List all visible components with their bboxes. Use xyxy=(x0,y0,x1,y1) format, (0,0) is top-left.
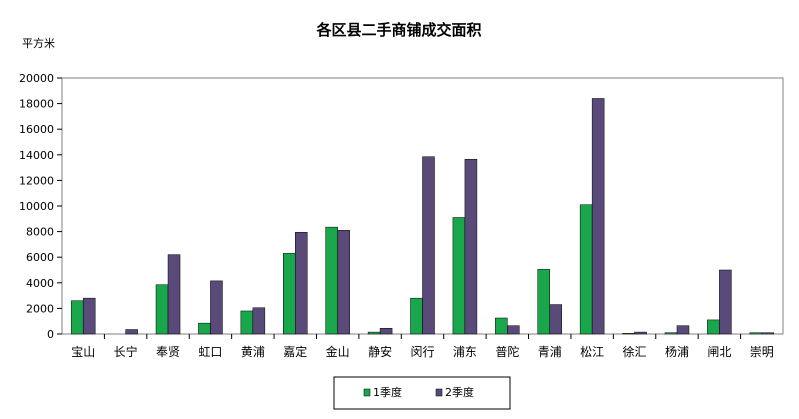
legend-label-q1: 1季度 xyxy=(373,385,402,399)
bar-q2 xyxy=(252,307,266,335)
bar-q1 xyxy=(495,317,508,335)
y-tick-label: 0 xyxy=(47,328,54,341)
bar-q2 xyxy=(591,98,605,335)
bar-q1 xyxy=(283,253,296,335)
bar-q2 xyxy=(507,325,520,335)
bar-q1 xyxy=(452,217,466,335)
bar-q2 xyxy=(337,230,350,335)
x-tick-label: 崇明 xyxy=(750,345,774,359)
legend-label-q2: 2季度 xyxy=(445,385,474,399)
y-tick-label: 2000 xyxy=(26,302,54,315)
x-tick-label: 长宁 xyxy=(114,344,138,359)
x-tick-label: 奉贤 xyxy=(156,345,180,359)
x-tick-label: 虹口 xyxy=(198,345,222,359)
x-tick-label: 普陀 xyxy=(495,344,519,359)
plot-area: 0 2000 4000 6000 8000 10000 12000 14000 16000 180… xyxy=(19,72,784,359)
bar-q1 xyxy=(537,269,550,335)
bar-q1 xyxy=(367,331,381,335)
bar-q1 xyxy=(622,333,635,335)
bar-q1 xyxy=(70,300,84,335)
bar-q2 xyxy=(676,325,690,335)
y-tick-label: 8000 xyxy=(26,226,54,239)
bar-q2 xyxy=(125,329,138,335)
bar-q1 xyxy=(664,332,678,335)
bar-q1 xyxy=(749,332,763,335)
x-tick-label: 宝山 xyxy=(71,345,95,359)
bar-q2 xyxy=(549,304,562,335)
bar-q1 xyxy=(410,297,423,335)
y-tick-label: 18000 xyxy=(19,98,54,111)
bar-q1 xyxy=(240,310,254,335)
y-tick-label: 20000 xyxy=(19,72,54,85)
bar-q2 xyxy=(634,331,647,335)
bar-q1 xyxy=(579,204,593,335)
y-tick-label: 14000 xyxy=(19,149,54,162)
bar-q2 xyxy=(719,269,732,335)
x-tick-label: 徐汇 xyxy=(623,344,647,359)
y-tick-label: 12000 xyxy=(19,174,54,187)
x-tick-label: 青浦 xyxy=(538,345,562,359)
y-tick-label: 6000 xyxy=(26,251,54,264)
bar-q2 xyxy=(761,332,775,335)
x-tick-label: 浦东 xyxy=(453,345,477,359)
bar-q1 xyxy=(325,226,338,335)
x-tick-label: 闸北 xyxy=(707,345,731,359)
bar-q2 xyxy=(82,297,96,335)
bar-q1 xyxy=(198,322,211,335)
y-tick-label: 16000 xyxy=(19,123,54,136)
x-tick-label: 静安 xyxy=(368,344,392,359)
bar-q2 xyxy=(464,159,478,335)
y-tick-label: 10000 xyxy=(19,200,54,213)
x-tick-label: 松江 xyxy=(580,345,604,359)
x-tick-label: 嘉定 xyxy=(283,344,307,359)
chart-title: 各区县二手商铺成交面积 xyxy=(315,21,481,39)
x-tick-label: 金山 xyxy=(326,344,350,359)
bar-q2 xyxy=(295,231,308,335)
legend: 1季度 2季度 xyxy=(333,376,511,410)
x-tick-label: 黄浦 xyxy=(241,345,265,359)
bar-q2 xyxy=(167,254,181,335)
bar-q1 xyxy=(707,319,720,335)
y-tick-label: 4000 xyxy=(26,277,54,290)
bar-q2 xyxy=(210,280,223,335)
bar-q2 xyxy=(422,156,435,335)
legend-box xyxy=(333,376,511,410)
legend-swatch-q2 xyxy=(435,388,443,397)
y-axis-unit-label: 平方米 xyxy=(22,36,55,50)
bar-q2 xyxy=(379,327,393,335)
legend-swatch-q1 xyxy=(363,388,371,397)
x-tick-label: 杨浦 xyxy=(665,344,689,359)
bar-q1 xyxy=(155,284,169,335)
x-tick-label: 闵行 xyxy=(410,344,434,359)
